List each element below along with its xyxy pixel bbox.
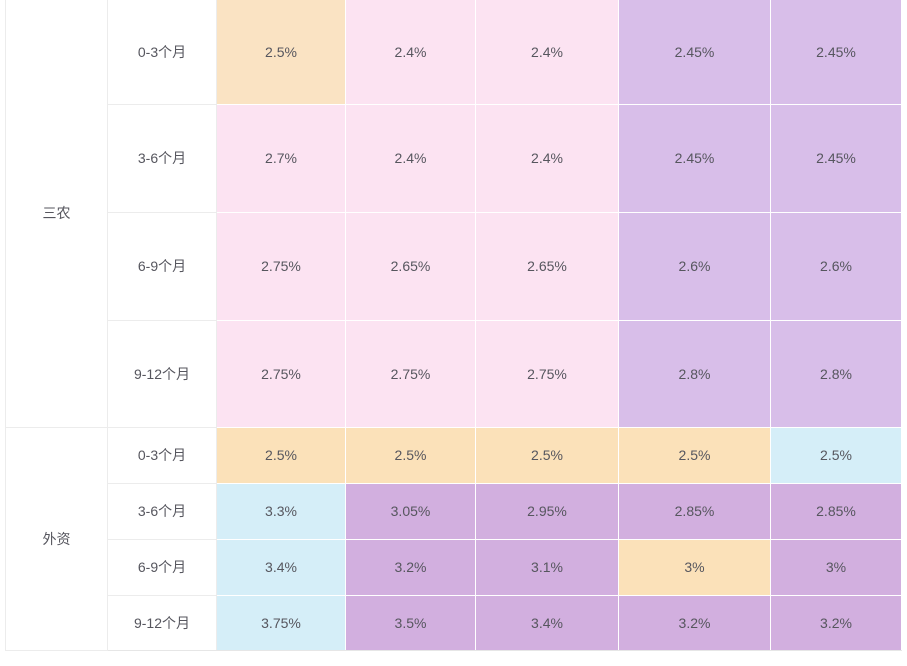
table-row: 3-6个月 3.3% 3.05% 2.95% 2.85% 2.85% [6,482,902,540]
rate-cell: 2.5% [770,426,902,484]
rate-cell: 2.75% [475,319,619,428]
rate-cell: 2.4% [345,103,476,213]
table-row: 三农 0-3个月 2.5% 2.4% 2.4% 2.45% 2.45% [5,0,902,428]
rate-cell: 2.5% [618,426,771,484]
rate-cell: 3% [618,538,771,596]
period-cell: 9-12个月 [107,320,217,428]
rate-cell: 2.65% [345,211,476,321]
rate-cell: 2.4% [345,0,476,105]
rate-cell: 2.6% [770,211,902,321]
table-row: 3-6个月 2.7% 2.4% 2.4% 2.45% 2.45% [6,103,902,213]
table-row: 6-9个月 3.4% 3.2% 3.1% 3% 3% [6,538,902,596]
rate-cell: 3.4% [216,538,346,596]
rate-cell: 2.85% [618,482,771,540]
period-cell: 6-9个月 [107,539,217,596]
interest-rate-table: 三农 0-3个月 2.5% 2.4% 2.4% 2.45% 2.45% 3-6个月 2.7% 2.… [5,0,902,651]
rate-cell: 3.5% [345,594,476,651]
rate-table-body: 三农 0-3个月 2.5% 2.4% 2.4% 2.45% 2.45% 3-6个月 2.7% 2.… [5,0,902,651]
period-cell: 9-12个月 [107,595,217,651]
rate-cell: 2.45% [770,0,902,105]
rate-cell: 3.3% [216,482,346,540]
rate-cell: 3.2% [770,594,902,651]
rate-cell: 2.4% [475,103,619,213]
rate-cell: 2.75% [216,319,346,428]
period-cell: 3-6个月 [107,104,217,213]
rate-cell: 2.5% [216,0,346,105]
rate-cell: 3.2% [618,594,771,651]
rate-cell: 3% [770,538,902,596]
table-row: 9-12个月 3.75% 3.5% 3.4% 3.2% 3.2% [6,594,902,651]
rate-cell: 2.5% [345,426,476,484]
period-cell: 6-9个月 [107,212,217,321]
period-cell: 0-3个月 [107,427,217,484]
rate-cell: 2.7% [216,103,346,213]
rate-cell: 2.45% [618,0,771,105]
rate-cell: 2.75% [216,211,346,321]
rate-cell: 2.45% [618,103,771,213]
period-cell: 3-6个月 [107,483,217,540]
rate-cell: 3.05% [345,482,476,540]
rate-cell: 2.6% [618,211,771,321]
rate-cell: 2.8% [618,319,771,428]
group-label-cell: 三农 [5,0,108,428]
rate-cell: 2.65% [475,211,619,321]
rate-cell: 2.45% [770,103,902,213]
table-row: 6-9个月 2.75% 2.65% 2.65% 2.6% 2.6% [6,211,902,321]
rate-cell: 3.2% [345,538,476,596]
rate-cell: 3.1% [475,538,619,596]
rate-cell: 2.85% [770,482,902,540]
table-row: 9-12个月 2.75% 2.75% 2.75% 2.8% 2.8% [6,319,902,428]
rate-cell: 3.4% [475,594,619,651]
rate-cell: 2.5% [475,426,619,484]
rate-cell: 3.75% [216,594,346,651]
rate-cell: 2.95% [475,482,619,540]
period-cell: 0-3个月 [107,0,217,105]
group-label-cell: 外资 [5,427,108,651]
rate-cell: 2.8% [770,319,902,428]
rate-cell: 2.75% [345,319,476,428]
table-row: 外资 0-3个月 2.5% 2.5% 2.5% 2.5% 2.5% [5,426,902,651]
rate-cell: 2.5% [216,426,346,484]
rate-cell: 2.4% [475,0,619,105]
